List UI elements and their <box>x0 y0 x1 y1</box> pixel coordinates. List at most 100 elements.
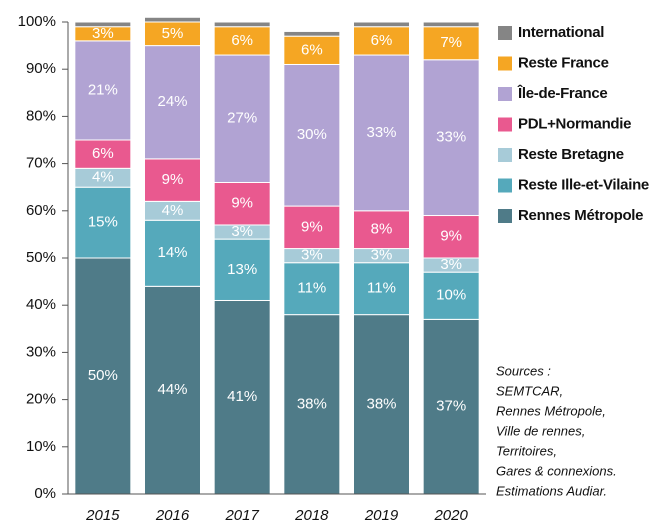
bar-segment <box>213 26 271 56</box>
legend-label: International <box>518 24 604 41</box>
bar-segment <box>213 238 271 301</box>
data-label: 21% <box>88 81 118 98</box>
source-note: Sources : <box>496 363 551 378</box>
data-label: 3% <box>440 256 462 273</box>
bar-segment <box>144 158 201 202</box>
data-label: 33% <box>436 129 466 146</box>
source-note: Territoires, <box>496 443 557 458</box>
bar-segment <box>74 139 132 169</box>
bar-segment <box>353 262 410 316</box>
data-label: 3% <box>371 247 393 264</box>
data-label: 37% <box>436 398 466 415</box>
data-label: 41% <box>227 388 257 405</box>
bar-segment <box>353 26 410 56</box>
bar-segment <box>283 314 341 495</box>
data-label: 9% <box>162 171 184 188</box>
bar-segment <box>213 54 271 183</box>
source-note: Gares & connexions. <box>496 463 617 478</box>
y-tick-label: 80% <box>26 107 56 124</box>
bar-segment <box>422 26 480 61</box>
data-label: 8% <box>371 221 393 238</box>
source-note: Rennes Métropole, <box>496 403 606 418</box>
source-note: Estimations Audiar. <box>496 483 607 498</box>
y-tick-label: 10% <box>26 438 56 455</box>
legend-swatch <box>498 87 512 101</box>
bar-segment <box>213 21 271 28</box>
legend-label: Île-de-France <box>517 84 607 102</box>
data-label: 3% <box>231 223 253 240</box>
y-tick-label: 90% <box>26 60 56 77</box>
bar-segment <box>283 262 341 316</box>
bar-segment <box>353 314 410 495</box>
data-label: 9% <box>440 228 462 245</box>
bar-segment <box>353 21 410 28</box>
data-label: 30% <box>297 126 327 143</box>
data-label: 6% <box>92 145 114 162</box>
data-label: 5% <box>162 25 184 42</box>
data-label: 27% <box>227 110 257 127</box>
data-label: 4% <box>162 202 184 219</box>
x-tick-label: 2015 <box>85 507 120 524</box>
bar-segment <box>144 219 201 287</box>
data-label: 6% <box>231 32 253 49</box>
y-tick-label: 30% <box>26 343 56 360</box>
data-label: 9% <box>231 195 253 212</box>
data-label: 38% <box>297 395 327 412</box>
data-label: 50% <box>88 367 118 384</box>
y-tick-label: 50% <box>26 249 56 266</box>
y-tick-label: 100% <box>18 13 56 30</box>
data-label: 3% <box>301 247 323 264</box>
data-label: 6% <box>371 32 393 49</box>
data-label: 15% <box>88 214 118 231</box>
bar-segment <box>144 45 201 160</box>
legend-label: Reste Bretagne <box>518 146 624 163</box>
bar-segment <box>144 285 201 495</box>
data-label: 24% <box>157 93 187 110</box>
bar-segment <box>422 271 480 320</box>
bar-segment <box>283 35 341 65</box>
bar-segment <box>283 63 341 207</box>
data-label: 13% <box>227 261 257 278</box>
x-tick-label: 2019 <box>364 507 399 524</box>
bar-segment <box>422 59 480 217</box>
legend-swatch <box>498 117 512 132</box>
bar-segment <box>74 21 132 28</box>
y-tick-label: 40% <box>26 296 56 313</box>
y-tick-label: 20% <box>26 391 56 408</box>
legend-swatch <box>498 26 512 40</box>
y-tick-label: 60% <box>26 202 56 219</box>
bar-segment <box>283 30 341 37</box>
legend-swatch <box>498 56 512 71</box>
data-label: 44% <box>157 381 187 398</box>
legend-label: Reste France <box>518 54 609 71</box>
y-tick-label: 0% <box>34 485 56 502</box>
data-label: 3% <box>92 25 114 42</box>
legend-label: PDL+Normandie <box>518 115 631 132</box>
data-label: 7% <box>440 34 462 51</box>
x-tick-label: 2020 <box>433 507 468 524</box>
legend-swatch <box>498 209 512 223</box>
bar-segment <box>144 16 201 23</box>
legend-label: Reste Ille-et-Vilaine <box>518 176 649 193</box>
bar-segment <box>353 54 410 212</box>
bar-segment <box>422 318 480 495</box>
bar-segment <box>422 21 480 28</box>
data-label: 11% <box>367 280 396 297</box>
bar-segment <box>213 181 271 226</box>
source-note: Ville de rennes, <box>496 423 585 438</box>
data-label: 10% <box>436 287 466 304</box>
legend-swatch <box>498 148 512 162</box>
x-tick-label: 2017 <box>224 507 259 524</box>
legend-label: Rennes Métropole <box>518 207 643 224</box>
legend-swatch <box>498 178 512 193</box>
x-tick-label: 2018 <box>294 507 329 524</box>
data-label: 4% <box>92 169 114 186</box>
data-label: 9% <box>301 218 323 235</box>
y-tick-label: 70% <box>26 155 56 172</box>
data-label: 33% <box>366 124 396 141</box>
bar-segment <box>74 40 132 141</box>
data-label: 38% <box>366 395 396 412</box>
x-tick-label: 2016 <box>155 507 190 524</box>
data-label: 11% <box>297 280 326 297</box>
